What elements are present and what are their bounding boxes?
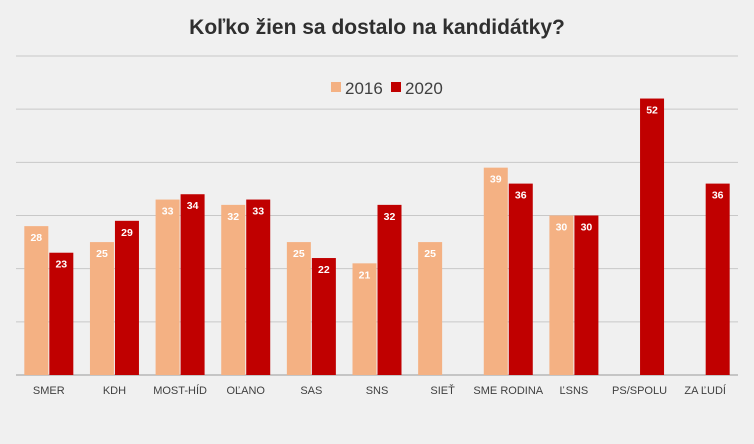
category-label: MOST-HÍD bbox=[153, 384, 207, 397]
bar-2020-KDH bbox=[114, 220, 139, 375]
value-label-2020-SNS: 32 bbox=[384, 211, 396, 223]
bar-2016-SIEŤ bbox=[418, 242, 443, 375]
bar-2020-SAS bbox=[311, 258, 336, 375]
bar-2016-ĽSNS bbox=[549, 215, 574, 375]
category-label: ĽSNS bbox=[560, 385, 589, 397]
category-label: OĽANO bbox=[226, 385, 265, 397]
value-label-2016-SIEŤ: 25 bbox=[424, 248, 436, 260]
bar-2020-SMER bbox=[49, 252, 74, 375]
value-label-2020-MOST-HÍD: 34 bbox=[187, 200, 199, 212]
value-label-2020-SAS: 22 bbox=[318, 264, 330, 276]
chart-title: Koľko žien sa dostalo na kandidátky? bbox=[189, 16, 565, 39]
value-label-2016-OĽANO: 32 bbox=[227, 211, 239, 223]
bar-2016-SNS bbox=[352, 263, 377, 375]
legend-swatch-2020 bbox=[391, 82, 401, 92]
category-label: PS/SPOLU bbox=[612, 385, 667, 397]
value-label-2016-SAS: 25 bbox=[293, 248, 305, 260]
value-label-2016-SME RODINA: 39 bbox=[490, 174, 502, 186]
value-label-2020-PS/SPOLU: 52 bbox=[646, 105, 658, 117]
bar-2016-SAS bbox=[286, 242, 311, 375]
value-label-2016-SMER: 28 bbox=[30, 232, 42, 244]
value-label-2016-KDH: 25 bbox=[96, 248, 108, 260]
value-label-2020-KDH: 29 bbox=[121, 227, 133, 239]
bar-2016-SME RODINA bbox=[483, 167, 508, 375]
bar-2020-MOST-HÍD bbox=[180, 194, 205, 375]
bar-2016-KDH bbox=[89, 242, 114, 375]
value-label-2020-OĽANO: 33 bbox=[252, 206, 264, 218]
category-label: SME RODINA bbox=[473, 385, 543, 397]
category-label: SMER bbox=[33, 385, 65, 397]
bar-2020-ZA ĽUDÍ bbox=[705, 183, 730, 375]
category-label: SAS bbox=[300, 385, 322, 397]
legend-label-2016: 2016 bbox=[345, 79, 383, 98]
value-label-2020-SME RODINA: 36 bbox=[515, 190, 527, 202]
bar-2020-SME RODINA bbox=[508, 183, 533, 375]
bars: 28 23 25 29 33 34 32 33 25 22 21 32 25 39 36 30 30 52 36 bbox=[24, 98, 730, 376]
bar-2020-PS/SPOLU bbox=[640, 98, 665, 376]
category-label: ZA ĽUDÍ bbox=[684, 384, 727, 397]
category-labels: SMER KDH MOST-HÍD OĽANO SAS SNS SIEŤ SME RODINA… bbox=[33, 384, 727, 397]
category-label: SNS bbox=[366, 385, 389, 397]
value-label-2016-SNS: 21 bbox=[359, 269, 371, 281]
legend-swatch-2016 bbox=[331, 82, 341, 92]
bar-2016-MOST-HÍD bbox=[155, 199, 180, 375]
bar-2016-SMER bbox=[24, 226, 49, 375]
bar-2020-OĽANO bbox=[246, 199, 271, 375]
bar-2020-ĽSNS bbox=[574, 215, 599, 375]
legend: 2016 2020 bbox=[331, 79, 443, 98]
value-label-2016-MOST-HÍD: 33 bbox=[162, 206, 174, 218]
category-label: SIEŤ bbox=[430, 384, 455, 397]
bar-2016-OĽANO bbox=[221, 204, 246, 375]
legend-label-2020: 2020 bbox=[405, 79, 443, 98]
value-label-2020-ZA ĽUDÍ: 36 bbox=[712, 190, 724, 202]
category-label: KDH bbox=[103, 385, 126, 397]
value-label-2020-ĽSNS: 30 bbox=[581, 222, 593, 234]
bar-2020-SNS bbox=[377, 204, 402, 375]
value-label-2020-SMER: 23 bbox=[55, 259, 67, 271]
value-label-2016-ĽSNS: 30 bbox=[556, 222, 568, 234]
